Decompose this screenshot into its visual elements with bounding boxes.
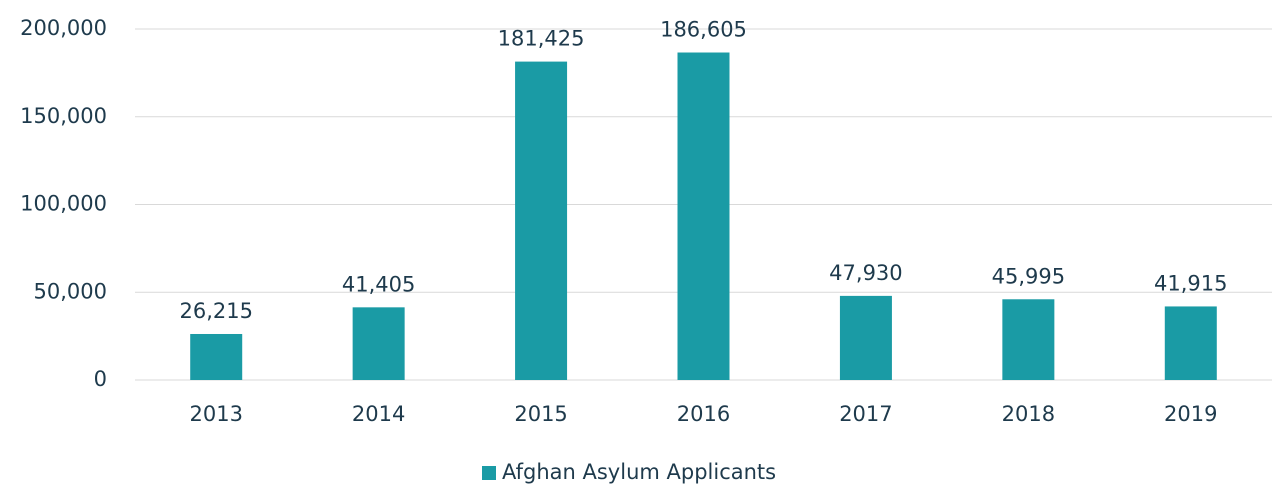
legend-label: Afghan Asylum Applicants xyxy=(502,460,776,484)
x-tick-label: 2013 xyxy=(189,402,242,426)
x-tick-label: 2019 xyxy=(1164,402,1217,426)
y-tick-label: 50,000 xyxy=(34,279,107,303)
y-tick-label: 100,000 xyxy=(20,192,107,216)
data-label: 41,915 xyxy=(1154,271,1227,295)
x-tick-label: 2016 xyxy=(677,402,730,426)
bar xyxy=(190,333,243,380)
bar xyxy=(1164,306,1217,380)
data-label: 47,930 xyxy=(829,261,902,285)
data-label: 26,215 xyxy=(179,299,252,323)
bar xyxy=(1002,299,1055,380)
data-label: 181,425 xyxy=(498,27,585,51)
x-tick-label: 2017 xyxy=(839,402,892,426)
y-tick-label: 200,000 xyxy=(20,16,107,40)
data-label: 41,405 xyxy=(342,272,415,296)
y-tick-label: 150,000 xyxy=(20,104,107,128)
legend-swatch xyxy=(482,466,496,480)
data-label: 186,605 xyxy=(660,18,747,42)
bar xyxy=(515,61,568,381)
data-label: 45,995 xyxy=(992,264,1065,288)
x-tick-label: 2018 xyxy=(1002,402,1055,426)
y-tick-label: 0 xyxy=(94,367,107,391)
x-tick-label: 2014 xyxy=(352,402,405,426)
bar xyxy=(352,307,405,380)
x-tick-label: 2015 xyxy=(514,402,567,426)
bar xyxy=(839,295,892,380)
bar xyxy=(677,52,730,380)
